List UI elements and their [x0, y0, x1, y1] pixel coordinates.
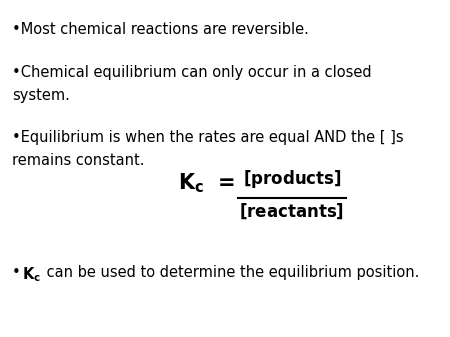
Text: •Chemical equilibrium can only occur in a closed: •Chemical equilibrium can only occur in … [12, 65, 372, 80]
Text: •Equilibrium is when the rates are equal AND the [ ]s: •Equilibrium is when the rates are equal… [12, 130, 404, 145]
Text: $\bf{[reactants]}$: $\bf{[reactants]}$ [239, 202, 345, 221]
Text: $\mathbf{K_c}$: $\mathbf{K_c}$ [178, 171, 204, 194]
Text: $\mathbf{=}$: $\mathbf{=}$ [213, 171, 234, 191]
Text: system.: system. [12, 88, 70, 103]
Text: $\bf{[products]}$: $\bf{[products]}$ [243, 168, 342, 190]
Text: •: • [12, 265, 21, 280]
Text: remains constant.: remains constant. [12, 153, 144, 168]
Text: $\mathbf{K_c}$: $\mathbf{K_c}$ [22, 265, 41, 284]
Text: can be used to determine the equilibrium position.: can be used to determine the equilibrium… [42, 265, 419, 280]
Text: •Most chemical reactions are reversible.: •Most chemical reactions are reversible. [12, 22, 309, 37]
